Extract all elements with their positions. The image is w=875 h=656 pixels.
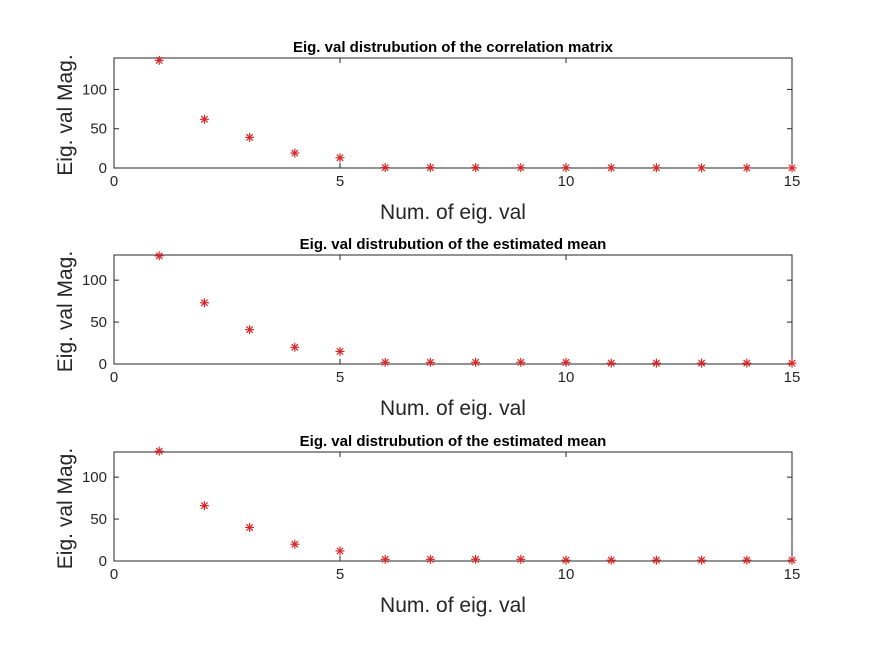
subplot-1: Eig. val distrubution of the correlation… [54,39,800,224]
data-point [425,357,435,367]
data-point [697,163,707,173]
data-point [471,163,481,173]
data-point [606,555,616,565]
x-tick-label: 10 [558,566,575,583]
subplot-2: Eig. val distrubution of the estimated m… [54,236,800,420]
data-point [471,357,481,367]
data-point [380,357,390,367]
chart-title: Eig. val distrubution of the estimated m… [300,433,607,450]
data-point [154,55,164,65]
data-point [245,132,255,142]
data-point [742,555,752,565]
x-tick-label: 15 [784,369,801,386]
data-point [742,358,752,368]
data-point [787,358,797,368]
data-point [425,163,435,173]
y-tick-label: 50 [90,121,107,138]
x-axis-label: Num. of eig. val [380,201,526,224]
data-point [154,446,164,456]
x-tick-label: 0 [110,173,118,190]
x-tick-label: 0 [110,566,118,583]
x-tick-label: 5 [336,173,344,190]
data-point [471,554,481,564]
x-tick-label: 10 [558,173,575,190]
data-point [380,554,390,564]
data-point [380,163,390,173]
y-tick-label: 100 [82,272,107,289]
x-tick-label: 15 [784,566,801,583]
data-point [516,554,526,564]
data-point [245,325,255,335]
y-tick-label: 0 [99,160,107,177]
data-point [290,148,300,158]
data-point [651,358,661,368]
axes-frame [113,57,793,169]
x-tick-label: 10 [558,369,575,386]
y-tick-label: 100 [82,469,107,486]
data-point [245,522,255,532]
data-point [787,555,797,565]
data-point [335,153,345,163]
y-axis-label: Eig. val Mag. [54,448,77,569]
x-tick-label: 5 [336,369,344,386]
data-point [697,555,707,565]
data-point [154,251,164,261]
x-axis-label: Num. of eig. val [380,397,526,420]
subplot-3: Eig. val distrubution of the estimated m… [54,433,800,617]
data-point [199,501,209,511]
data-point [335,346,345,356]
x-tick-label: 15 [784,173,801,190]
data-point [651,163,661,173]
data-point [561,555,571,565]
data-point [290,342,300,352]
data-point [561,357,571,367]
data-point [697,358,707,368]
axes-frame [113,254,793,365]
data-point [425,554,435,564]
data-point [199,114,209,124]
x-tick-label: 0 [110,369,118,386]
axes-frame [113,451,793,562]
data-point [651,555,661,565]
data-point [561,163,571,173]
data-point [199,298,209,308]
data-point [606,358,616,368]
chart-title: Eig. val distrubution of the estimated m… [300,236,607,253]
data-point [516,357,526,367]
x-axis-label: Num. of eig. val [380,594,526,617]
data-point [335,546,345,556]
data-point [290,539,300,549]
y-axis-label: Eig. val Mag. [54,54,77,175]
chart-title: Eig. val distrubution of the correlation… [293,39,614,56]
y-tick-label: 0 [99,553,107,570]
data-point [516,163,526,173]
x-tick-label: 5 [336,566,344,583]
data-point [742,163,752,173]
y-axis-label: Eig. val Mag. [54,251,77,372]
y-tick-label: 50 [90,511,107,528]
y-tick-label: 0 [99,356,107,373]
data-point [606,163,616,173]
data-point [787,163,797,173]
y-tick-label: 50 [90,314,107,331]
y-tick-label: 100 [82,81,107,98]
